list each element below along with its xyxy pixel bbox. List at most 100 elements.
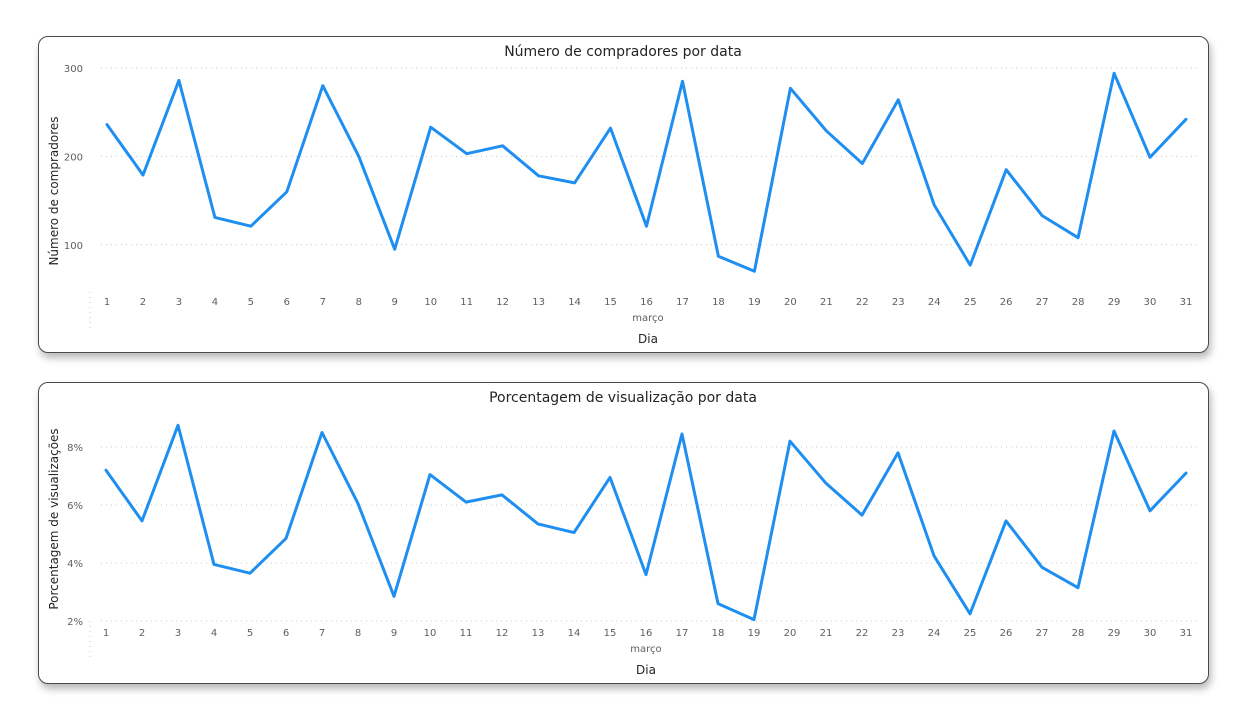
x-tick-label: 16 (640, 297, 653, 308)
data-point[interactable] (931, 553, 937, 559)
data-point[interactable] (823, 480, 829, 486)
data-point[interactable] (319, 430, 325, 436)
data-point[interactable] (499, 492, 505, 498)
x-tick-label: 27 (1036, 297, 1049, 308)
data-point[interactable] (644, 223, 650, 229)
data-point[interactable] (751, 617, 757, 623)
data-point[interactable] (283, 535, 289, 541)
x-tick-label: 31 (1180, 628, 1193, 639)
data-point[interactable] (1003, 167, 1009, 173)
chart-title: Número de compradores por data (504, 44, 742, 60)
y-tick-label: 6% (67, 501, 83, 512)
data-point[interactable] (535, 521, 541, 527)
chart-compradores-svg: Número de compradores por data Número de… (47, 44, 1199, 346)
data-point[interactable] (104, 122, 110, 128)
x-tick-label: 26 (1000, 628, 1013, 639)
data-point[interactable] (284, 189, 290, 195)
data-point[interactable] (1147, 508, 1153, 514)
data-point[interactable] (679, 78, 685, 84)
y-tick-label: 100 (64, 241, 83, 252)
data-point[interactable] (572, 180, 578, 186)
data-point[interactable] (571, 530, 577, 536)
data-point[interactable] (248, 223, 254, 229)
x-tick-label: 10 (424, 297, 437, 308)
data-point[interactable] (391, 593, 397, 599)
x-tick-label: 11 (460, 297, 473, 308)
data-point[interactable] (536, 173, 542, 179)
x-tick-label: 24 (928, 628, 941, 639)
data-point[interactable] (212, 214, 218, 220)
data-point[interactable] (859, 160, 865, 166)
data-point[interactable] (643, 572, 649, 578)
data-point[interactable] (787, 85, 793, 91)
x-tick-label: 14 (568, 297, 581, 308)
data-point[interactable] (1003, 518, 1009, 524)
data-point[interactable] (715, 253, 721, 259)
data-point[interactable] (859, 512, 865, 518)
data-point[interactable] (211, 561, 217, 567)
data-point[interactable] (931, 202, 937, 208)
data-point[interactable] (679, 431, 685, 437)
data-point[interactable] (176, 77, 182, 83)
data-point[interactable] (1111, 428, 1117, 434)
data-point[interactable] (607, 474, 613, 480)
y-tick-label: 300 (64, 64, 83, 75)
x-tick-label: 19 (748, 628, 761, 639)
data-point[interactable] (1111, 70, 1117, 76)
x-tick-label: 12 (496, 297, 509, 308)
x-tick-label: 3 (175, 628, 181, 639)
chart-card-visualizacoes: Porcentagem de visualização por data Por… (38, 382, 1209, 684)
x-tick-label: 22 (856, 628, 869, 639)
data-point[interactable] (967, 262, 973, 268)
y-axis-title: Porcentagem de visualizações (47, 428, 61, 609)
data-point[interactable] (427, 472, 433, 478)
x-tick-label: 20 (784, 628, 797, 639)
data-point[interactable] (320, 83, 326, 89)
x-tick-label: 30 (1144, 628, 1157, 639)
x-tick-label: 17 (676, 628, 689, 639)
x-axis-title: Dia (638, 332, 658, 346)
data-point[interactable] (103, 467, 109, 473)
data-point[interactable] (139, 518, 145, 524)
data-point[interactable] (1075, 585, 1081, 591)
x-tick-label: 5 (247, 628, 253, 639)
data-point[interactable] (608, 125, 614, 131)
data-point[interactable] (1075, 235, 1081, 241)
x-tick-label: 8 (356, 297, 362, 308)
data-point[interactable] (500, 143, 506, 149)
data-point[interactable] (356, 153, 362, 159)
x-tick-label: 23 (892, 628, 905, 639)
data-point[interactable] (1183, 470, 1189, 476)
data-point[interactable] (715, 601, 721, 607)
data-point[interactable] (895, 450, 901, 456)
x-tick-label: 28 (1072, 628, 1085, 639)
x-axis-month-label: março (630, 644, 661, 655)
data-point[interactable] (355, 501, 361, 507)
x-tick-label: 9 (392, 297, 398, 308)
data-point[interactable] (140, 172, 146, 178)
chart-card-compradores: Número de compradores por data Número de… (38, 36, 1209, 353)
data-point[interactable] (823, 128, 829, 134)
plot-area: 2%4%6%8%1 2 3 4 5 6 7 8 9 10 11 12 13 14 15 16 17 18 19 20 2… (67, 422, 1199, 659)
data-point[interactable] (1039, 564, 1045, 570)
data-point[interactable] (463, 499, 469, 505)
x-tick-label: 23 (892, 297, 905, 308)
data-point[interactable] (787, 438, 793, 444)
data-point[interactable] (392, 246, 398, 252)
data-point[interactable] (1147, 154, 1153, 160)
x-tick-label: 18 (712, 297, 725, 308)
data-point[interactable] (175, 422, 181, 428)
data-point[interactable] (247, 570, 253, 576)
data-point[interactable] (428, 124, 434, 130)
data-point[interactable] (967, 611, 973, 617)
chart-title: Porcentagem de visualização por data (489, 390, 757, 406)
x-tick-label: 11 (460, 628, 473, 639)
data-point[interactable] (464, 151, 470, 157)
x-tick-label: 17 (676, 297, 689, 308)
data-point[interactable] (1039, 213, 1045, 219)
x-tick-label: 1 (104, 297, 110, 308)
y-axis-title: Número de compradores (47, 116, 61, 265)
data-point[interactable] (751, 268, 757, 274)
data-point[interactable] (1183, 116, 1189, 122)
data-point[interactable] (895, 97, 901, 103)
